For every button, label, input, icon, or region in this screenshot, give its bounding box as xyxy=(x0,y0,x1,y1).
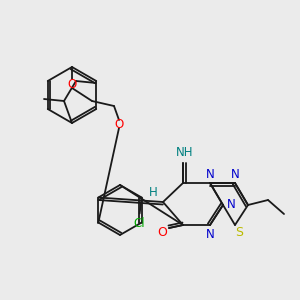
Text: O: O xyxy=(68,77,76,91)
Text: O: O xyxy=(114,118,124,131)
Text: N: N xyxy=(231,169,239,182)
Text: O: O xyxy=(157,226,167,239)
Text: N: N xyxy=(226,199,236,212)
Text: N: N xyxy=(206,229,214,242)
Text: NH: NH xyxy=(176,146,194,160)
Text: H: H xyxy=(148,185,158,199)
Text: Cl: Cl xyxy=(134,217,146,230)
Text: S: S xyxy=(235,226,243,239)
Text: N: N xyxy=(206,169,214,182)
